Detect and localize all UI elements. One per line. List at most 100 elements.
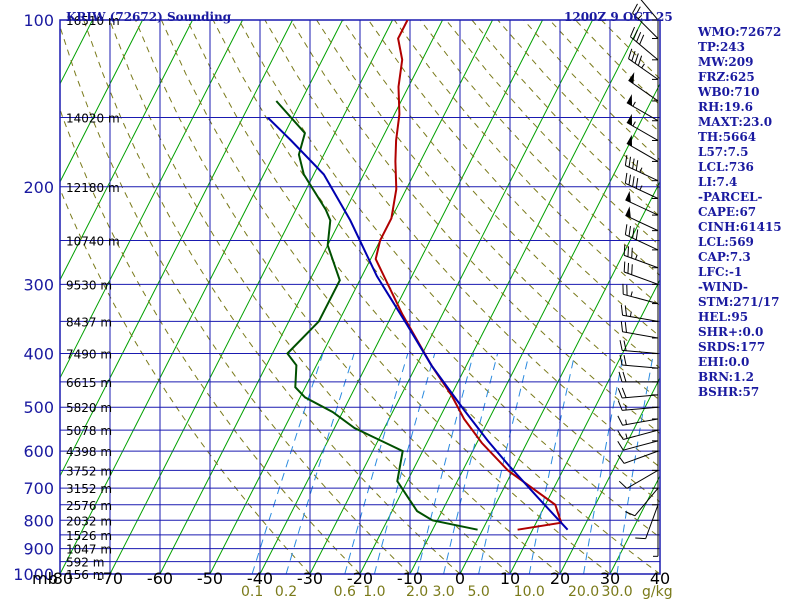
dry-adiabat-line bbox=[135, 20, 561, 574]
barb-half-feather bbox=[637, 14, 643, 20]
isotherm-line bbox=[60, 20, 243, 380]
mixing-ratio-label: 30.0 bbox=[601, 584, 632, 600]
height-label: 5820 m bbox=[66, 401, 112, 415]
isotherm-line bbox=[159, 20, 443, 574]
index-value: L57:7.5 bbox=[698, 145, 748, 159]
barb-feather bbox=[619, 354, 623, 366]
dewpoint-line bbox=[275, 100, 478, 531]
mixing-ratio-label: 0.2 bbox=[275, 584, 297, 600]
wind-barb bbox=[622, 331, 659, 339]
barb-feather bbox=[627, 246, 630, 257]
pressure-tick-label: 400 bbox=[23, 345, 54, 364]
barb-feather bbox=[623, 244, 626, 256]
barb-feather bbox=[624, 224, 628, 235]
mixing-ratio-line bbox=[443, 353, 499, 574]
height-label: 14020 m bbox=[66, 112, 120, 126]
barb-half-feather bbox=[639, 167, 643, 173]
height-label: 7490 m bbox=[66, 348, 112, 362]
mixing-ratio-line bbox=[251, 353, 324, 574]
barb-pennant bbox=[626, 94, 633, 106]
isotherm-line bbox=[559, 376, 660, 574]
barb-pennant bbox=[625, 190, 631, 203]
mixing-ratio-label: 20.0 bbox=[568, 584, 599, 600]
height-label: 2576 m bbox=[66, 499, 112, 513]
barb-feather bbox=[617, 441, 624, 451]
dry-adiabat-line bbox=[238, 20, 660, 503]
temperature-tick-label: 20 bbox=[550, 569, 570, 588]
barb-feather bbox=[632, 3, 638, 14]
wind-barb bbox=[625, 182, 659, 199]
wind-barb bbox=[645, 504, 659, 539]
isotherm-lines bbox=[60, 20, 660, 574]
mixing-ratio-line bbox=[583, 353, 625, 574]
index-value: SRDS:177 bbox=[698, 340, 765, 354]
barb-feather bbox=[631, 247, 633, 259]
barb-feather bbox=[632, 158, 635, 169]
barb-feather bbox=[617, 430, 624, 440]
isotherm-line bbox=[209, 20, 493, 574]
barb-feather bbox=[628, 225, 632, 237]
isotherm-line bbox=[309, 20, 593, 574]
wind-barb bbox=[623, 429, 659, 440]
temperature-tick-label: -80 bbox=[47, 569, 73, 588]
temperature-tick-label: -60 bbox=[147, 569, 173, 588]
barb-half-feather bbox=[629, 311, 632, 317]
height-label: 8437 m bbox=[66, 315, 112, 329]
index-value: MAXT:23.0 bbox=[698, 115, 772, 129]
barb-half-feather bbox=[625, 433, 628, 439]
barb-feather bbox=[617, 454, 625, 464]
wind-barb bbox=[632, 12, 659, 39]
barb-half-feather bbox=[634, 254, 638, 260]
index-value: CAP:7.3 bbox=[698, 250, 751, 264]
index-value: WMO:72672 bbox=[697, 25, 781, 39]
height-label: 1526 m bbox=[66, 529, 112, 543]
height-label: 1047 m bbox=[66, 543, 112, 557]
barb-feather bbox=[621, 387, 627, 398]
pressure-tick-label: 200 bbox=[23, 178, 54, 197]
barb-feather bbox=[628, 48, 633, 59]
wind-barb bbox=[622, 314, 659, 322]
barb-feather bbox=[635, 229, 639, 240]
barb-pennant bbox=[626, 134, 633, 147]
index-value: LCL:736 bbox=[698, 160, 754, 174]
index-value: TH:5664 bbox=[698, 130, 756, 144]
mixing-ratio-label: 10.0 bbox=[514, 584, 545, 600]
wind-barb bbox=[640, 0, 659, 21]
index-value: LFC:-1 bbox=[698, 265, 742, 279]
pressure-tick-label: 900 bbox=[23, 540, 54, 559]
barb-feather bbox=[637, 55, 643, 66]
height-label: 2032 m bbox=[66, 514, 112, 528]
barb-feather bbox=[624, 305, 627, 316]
height-label: 16510 m bbox=[66, 14, 120, 28]
height-label: 156 m bbox=[66, 568, 104, 582]
units-label: mb bbox=[32, 569, 58, 588]
barb-feather bbox=[631, 264, 633, 275]
wind-barb bbox=[622, 418, 659, 426]
barb-feather bbox=[624, 172, 628, 184]
mixing-ratio-label: 0.1 bbox=[241, 584, 263, 600]
barb-pennant bbox=[626, 113, 633, 126]
temperature-tick-label: -30 bbox=[297, 569, 323, 588]
index-value: -WIND- bbox=[698, 280, 748, 294]
barb-feather bbox=[619, 340, 623, 351]
barb-feather bbox=[635, 177, 639, 189]
temperature-tick-label: -50 bbox=[197, 569, 223, 588]
barb-half-feather bbox=[632, 121, 636, 127]
isotherm-line bbox=[60, 20, 143, 183]
barb-feather bbox=[625, 511, 636, 517]
wind-barb bbox=[626, 122, 659, 141]
pressure-tick-label: 500 bbox=[23, 398, 54, 417]
isotherm-line bbox=[609, 474, 660, 574]
isotherm-line bbox=[459, 180, 660, 574]
mixing-ratio-label: 3.0 bbox=[432, 584, 454, 600]
wind-barb bbox=[622, 349, 659, 355]
barb-feather bbox=[618, 480, 628, 489]
height-label: 3152 m bbox=[66, 482, 112, 496]
wind-barb bbox=[630, 36, 659, 61]
height-label: 12180 m bbox=[66, 181, 120, 195]
index-value: BRN:1.2 bbox=[698, 370, 754, 384]
barb-feather bbox=[628, 156, 632, 168]
index-value: WB0:710 bbox=[697, 85, 759, 99]
barb-feather bbox=[623, 340, 627, 351]
barb-feather bbox=[635, 537, 646, 540]
